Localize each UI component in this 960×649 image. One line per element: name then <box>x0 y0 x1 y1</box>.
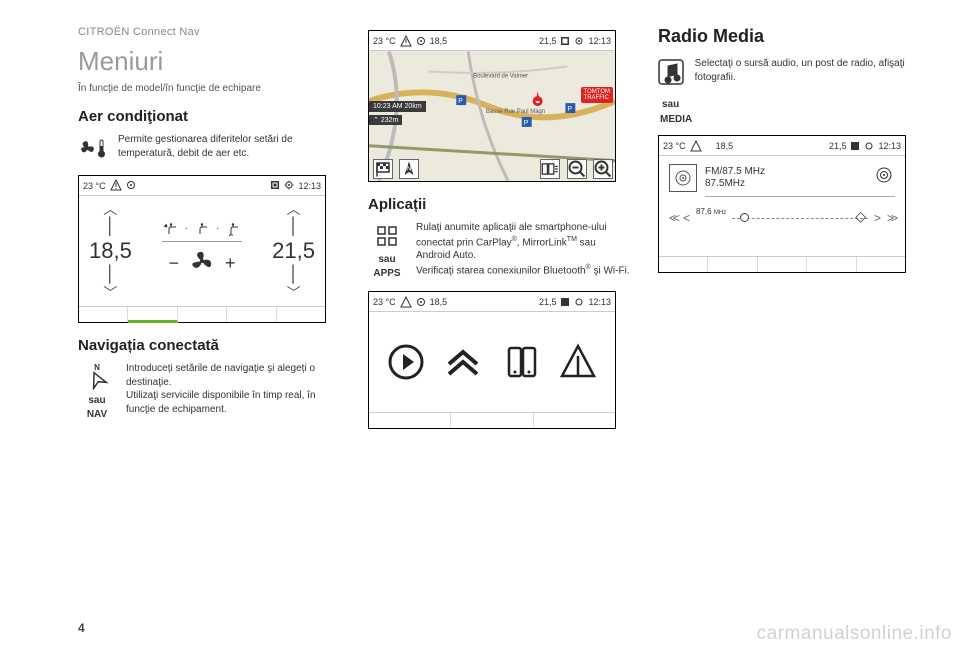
zoom-out-icon[interactable] <box>567 159 587 179</box>
map-info-time: 10:23 AM 20km <box>369 101 426 112</box>
nav-label: NAV <box>87 409 107 420</box>
status-time-2: 12:13 <box>588 36 611 46</box>
map-info-dist: ⌃ 232m <box>369 115 402 125</box>
temp-bar-r: │ <box>289 218 299 236</box>
apps-grid-icon <box>372 221 402 251</box>
status-time: 12:13 <box>298 181 321 191</box>
svg-text:P: P <box>458 98 463 105</box>
svg-text:P: P <box>524 120 529 127</box>
app-carplay-icon[interactable] <box>384 340 428 384</box>
temp-down-right[interactable]: ﹀ <box>287 286 301 300</box>
radio-art-icon <box>669 164 697 192</box>
page-number: 4 <box>78 621 85 635</box>
apps-screen: 23 °C 18,5 21,5 12:13 <box>368 291 616 429</box>
media-label: MEDIA <box>660 114 920 125</box>
map-canvas[interactable]: Boulevard de Valmer Basse Rue Paul Magn … <box>369 51 615 181</box>
music-note-icon <box>658 57 685 87</box>
radio-heading: Radio Media <box>658 26 920 47</box>
climate-desc: Permite gestionarea diferitelor setări d… <box>118 133 340 160</box>
svg-text:Boulevard de Valmer: Boulevard de Valmer <box>473 73 528 79</box>
sim-icon <box>270 180 280 192</box>
radio-screen: 23 °C 18,5 21,5 12:13 FM/87.5 MHz 87.5 <box>658 135 906 273</box>
watermark: carmanualsonline.info <box>757 623 952 645</box>
warning-icon <box>110 179 122 193</box>
radio-target-icon[interactable] <box>875 166 893 189</box>
app-mirrorlink-icon[interactable] <box>499 340 543 384</box>
radio-line1: FM/87.5 MHz <box>705 166 765 178</box>
map-flag-icon[interactable] <box>373 159 393 179</box>
fan-icon <box>189 248 215 279</box>
status-temp: 23 °C <box>83 181 106 191</box>
radio-desc: Selectaţi o sursă audio, un post de radi… <box>695 57 920 84</box>
subtitle: În funcţie de model/în funcţie de echipa… <box>78 83 340 94</box>
freq-dot[interactable] <box>740 213 749 222</box>
temp-down-left[interactable]: ﹀ <box>103 286 117 300</box>
airflow-modes[interactable]: · · <box>163 223 242 235</box>
apps-label: APPS <box>373 268 400 279</box>
seek-fwd-icon[interactable]: >> <box>887 211 895 225</box>
fan-minus[interactable]: − <box>168 253 179 274</box>
radio-line2: 87.5MHz <box>705 178 765 190</box>
apps-desc: Rulaţi anumite aplicaţii ale smartphone-… <box>416 221 630 278</box>
freq-unit: MHz <box>714 210 726 216</box>
sau-nav: sau <box>88 395 105 406</box>
map-screen: 23 °C 18,5 21,5 12:13 Boulevard <box>368 30 616 182</box>
page-title: Meniuri <box>78 46 340 77</box>
apps-heading: Aplicații <box>368 196 630 213</box>
status-temp-l-2: 18,5 <box>430 36 448 46</box>
temp-up-left[interactable]: ︿ <box>103 202 117 216</box>
fan-thermo-icon <box>78 133 108 163</box>
nav-desc: Introduceți setările de navigaţie şi ale… <box>126 362 340 416</box>
radio-bottombar <box>659 256 905 272</box>
temp-bar-r2: │ <box>289 266 299 284</box>
sau-apps: sau <box>378 254 395 265</box>
temp-bar-l: │ <box>105 218 115 236</box>
fan-plus[interactable]: + <box>225 253 236 274</box>
seek-prev-icon[interactable]: < <box>683 211 690 225</box>
breadcrumb: CITROËN Connect Nav <box>78 26 340 38</box>
climate-statusbar: 23 °C 12:13 <box>79 176 325 196</box>
map-layers-icon[interactable] <box>540 159 560 179</box>
apps-bottombar <box>369 412 615 428</box>
freq-value: 87,6 <box>696 207 712 216</box>
nav-arrow-icon: N <box>82 362 112 392</box>
seek-back-icon[interactable]: << <box>669 211 677 225</box>
climate-heading: Aer condiţionat <box>78 108 340 125</box>
climate-right-temp: 21,5 <box>272 238 315 264</box>
freq-bar[interactable]: ◇ <box>732 215 868 221</box>
target-mini-icon <box>126 180 136 192</box>
app-citroen-icon[interactable] <box>441 340 485 384</box>
climate-screen: 23 °C 12:13 ︿ │ <box>78 175 326 323</box>
status-temp-2: 23 °C <box>373 36 396 46</box>
nav-heading: Navigația conectată <box>78 337 340 354</box>
apps-statusbar: 23 °C 18,5 21,5 12:13 <box>369 292 615 312</box>
gear-icon <box>284 180 294 192</box>
map-statusbar: 23 °C 18,5 21,5 12:13 <box>369 31 615 51</box>
tomtom-badge: TOMTOM TRAFFIC <box>581 87 613 103</box>
app-androidauto-icon[interactable] <box>556 340 600 384</box>
freq-diamond-icon: ◇ <box>855 208 866 225</box>
climate-bottombar <box>79 306 325 322</box>
radio-statusbar: 23 °C 18,5 21,5 12:13 <box>659 136 905 156</box>
status-temp-r-2: 21,5 <box>539 36 557 46</box>
climate-left-temp: 18,5 <box>89 238 132 264</box>
svg-text:Basse Rue Paul Magn: Basse Rue Paul Magn <box>486 109 545 115</box>
map-compass-icon[interactable]: N <box>399 159 419 179</box>
temp-bar-l2: │ <box>105 266 115 284</box>
svg-text:N: N <box>94 363 100 372</box>
sau-radio: sau <box>662 99 920 110</box>
svg-text:N: N <box>407 164 412 173</box>
temp-up-right[interactable]: ︿ <box>287 202 301 216</box>
seek-next-icon[interactable]: > <box>874 211 881 225</box>
svg-text:P: P <box>567 106 572 113</box>
zoom-in-icon[interactable] <box>593 159 613 179</box>
